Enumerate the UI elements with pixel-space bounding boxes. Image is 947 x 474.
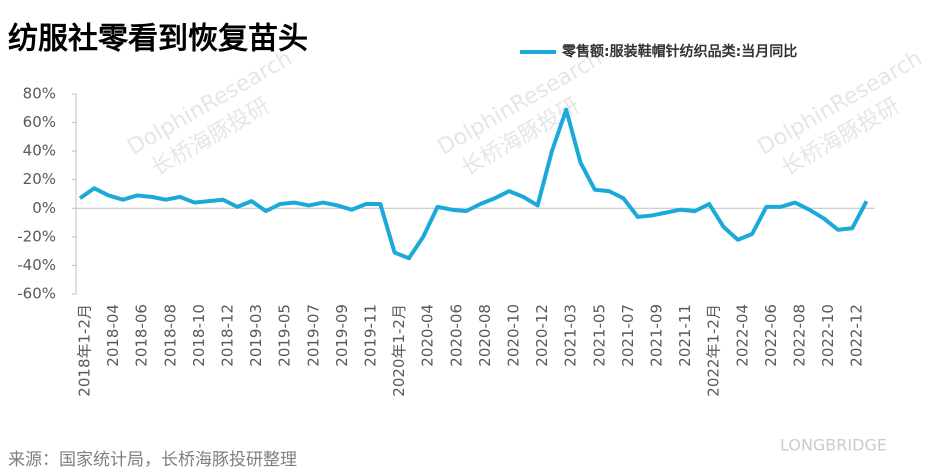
y-tick-label: 20%: [23, 170, 56, 188]
y-tick-label: 40%: [23, 142, 56, 160]
y-tick-label: -20%: [17, 227, 56, 245]
line-series: [78, 107, 869, 261]
x-tick-label: 2021-11: [676, 304, 694, 367]
x-tick-label: 2020-06: [447, 304, 465, 367]
x-tick-label: 2019-09: [333, 304, 351, 367]
x-tick-label: 2021-07: [619, 304, 637, 367]
x-tick-label: 2018-08: [161, 304, 179, 367]
x-tick-label: 2018-06: [133, 304, 151, 367]
x-tick-label: 2021-05: [590, 304, 608, 367]
x-tick-label: 2018-04: [104, 304, 122, 367]
chart-title: 纺服社零看到恢复苗头: [8, 22, 308, 57]
x-tick-label: 2020-08: [476, 304, 494, 367]
x-tick-label: 2020-12: [533, 304, 551, 367]
x-tick-label: 2020-04: [419, 304, 437, 367]
x-tick-label: 2018年1-2月: [76, 304, 94, 397]
x-tick-label: 2018-10: [190, 304, 208, 367]
x-tick-label: 2019-05: [276, 304, 294, 367]
x-tick-label: 2020年1-2月: [390, 304, 408, 397]
y-tick-label: -40%: [17, 256, 56, 274]
x-tick-label: 2022-06: [762, 304, 780, 367]
watermark: LONGBRIDGE: [780, 436, 887, 455]
y-tick-label: -60%: [17, 285, 56, 303]
x-tick-label: 2020-10: [505, 304, 523, 367]
source: 来源：国家统计局，长桥海豚投研整理: [8, 450, 297, 470]
x-tick-label: 2022-12: [848, 304, 866, 367]
x-tick-label: 2022-10: [819, 304, 837, 367]
y-tick-label: 0%: [32, 199, 56, 217]
x-tick-label: 2019-11: [362, 304, 380, 367]
y-tick-label: 80%: [23, 85, 56, 103]
x-tick-label: 2022年1-2月: [705, 304, 723, 397]
x-tick-label: 2021-09: [648, 304, 666, 367]
x-tick-label: 2019-07: [304, 304, 322, 367]
x-tick-label: 2022-04: [733, 304, 751, 367]
y-tick-label: 60%: [23, 113, 56, 131]
x-tick-label: 2018-12: [219, 304, 237, 367]
x-tick-label: 2019-03: [247, 304, 265, 367]
x-tick-label: 2021-03: [562, 304, 580, 367]
x-tick-label: 2022-08: [791, 304, 809, 367]
legend-label: 零售额:服装鞋帽针纺织品类:当月同比: [561, 43, 797, 60]
